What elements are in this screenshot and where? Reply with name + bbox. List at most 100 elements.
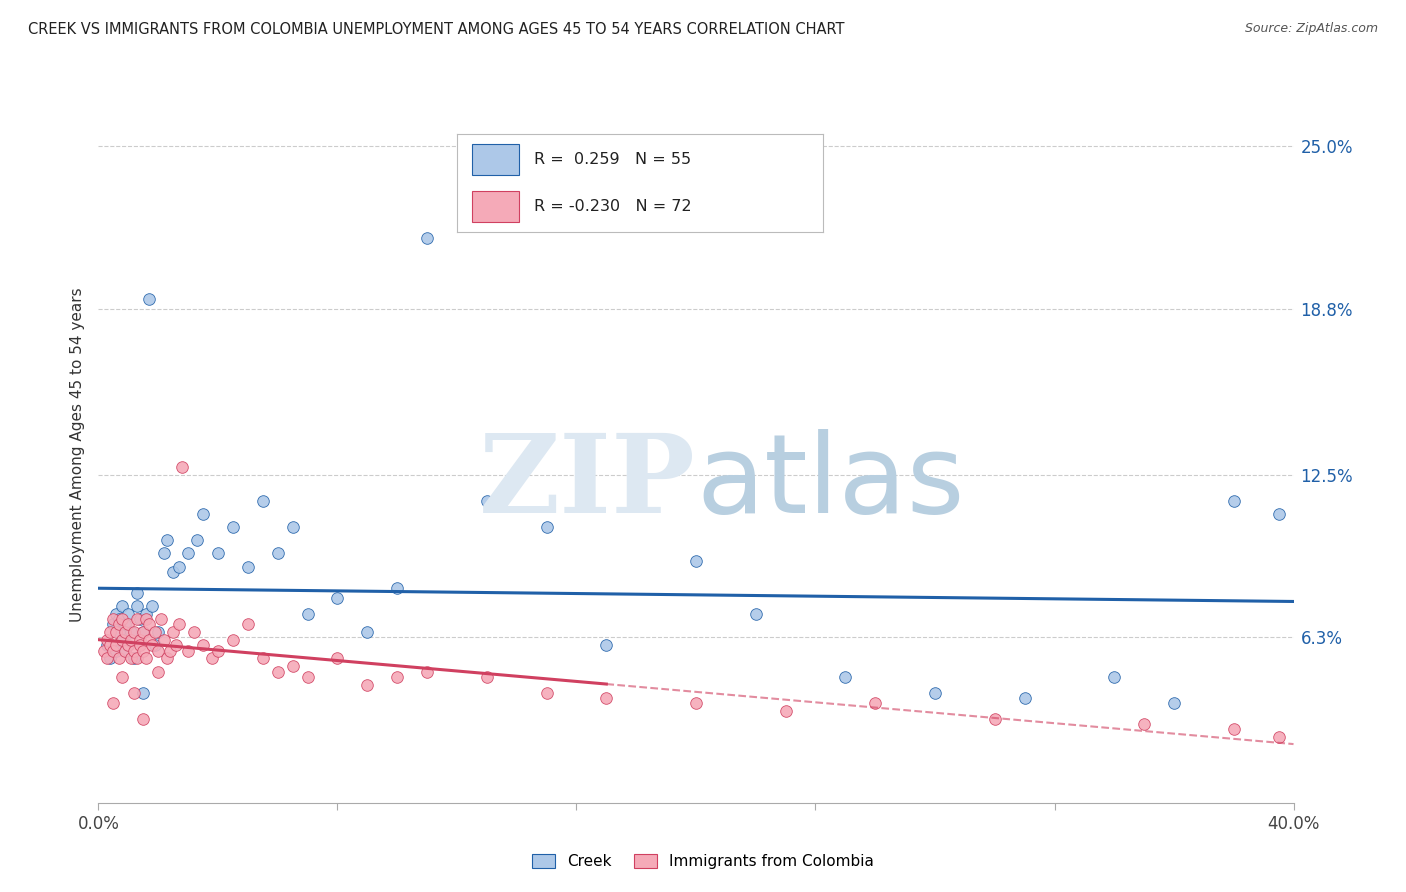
Point — [117, 607, 139, 621]
Point — [177, 546, 200, 560]
Point — [138, 633, 160, 648]
Point — [385, 670, 409, 684]
Point — [105, 625, 128, 640]
Point — [167, 617, 190, 632]
Point — [222, 633, 245, 648]
Point — [120, 625, 142, 640]
Point — [108, 612, 131, 626]
Bar — [471, 144, 519, 176]
Point — [1223, 723, 1246, 737]
Point — [105, 638, 128, 652]
Point — [111, 599, 134, 613]
Point — [135, 651, 157, 665]
Point — [148, 665, 170, 679]
Point — [356, 625, 378, 640]
Bar — [471, 191, 519, 222]
Point — [475, 494, 498, 508]
Point — [132, 685, 155, 699]
Point — [129, 612, 152, 626]
Text: R = -0.230   N = 72: R = -0.230 N = 72 — [534, 199, 692, 214]
Point — [685, 554, 707, 568]
Point — [326, 591, 349, 605]
Point — [93, 643, 115, 657]
Point — [96, 638, 118, 652]
Point — [135, 607, 157, 621]
Point — [191, 507, 214, 521]
Point — [356, 678, 378, 692]
Point — [105, 607, 128, 621]
Point — [984, 712, 1007, 726]
Point — [281, 520, 304, 534]
Point — [159, 643, 181, 657]
Point — [595, 638, 617, 652]
Point — [138, 617, 160, 632]
Point — [103, 617, 125, 632]
Point — [297, 670, 319, 684]
Point — [114, 625, 136, 640]
Point — [326, 651, 349, 665]
Point — [281, 659, 304, 673]
Point — [416, 231, 439, 245]
Point — [124, 625, 146, 640]
Point — [108, 625, 131, 640]
Point — [114, 643, 136, 657]
Text: ZIP: ZIP — [479, 429, 696, 536]
Point — [685, 696, 707, 710]
Point — [114, 617, 136, 632]
Point — [222, 520, 245, 534]
Point — [117, 638, 139, 652]
Point — [105, 643, 128, 657]
Point — [111, 612, 134, 626]
Point — [120, 651, 142, 665]
Point — [127, 599, 149, 613]
Point — [153, 546, 176, 560]
Point — [162, 625, 184, 640]
Point — [141, 638, 163, 652]
Legend: Creek, Immigrants from Colombia: Creek, Immigrants from Colombia — [526, 848, 880, 875]
Point — [536, 685, 558, 699]
Point — [124, 651, 146, 665]
Point — [111, 633, 134, 648]
Point — [138, 292, 160, 306]
Point — [117, 638, 139, 652]
Point — [1267, 730, 1289, 744]
Point — [1014, 690, 1036, 705]
Point — [865, 696, 887, 710]
Point — [129, 638, 152, 652]
Point — [156, 533, 179, 548]
Point — [96, 651, 118, 665]
Y-axis label: Unemployment Among Ages 45 to 54 years: Unemployment Among Ages 45 to 54 years — [69, 287, 84, 623]
Point — [135, 612, 157, 626]
Point — [103, 643, 125, 657]
Point — [183, 625, 205, 640]
Point — [96, 633, 118, 648]
Point — [132, 625, 155, 640]
Point — [103, 696, 125, 710]
Point — [127, 586, 149, 600]
Point — [177, 643, 200, 657]
Point — [162, 565, 184, 579]
Point — [745, 607, 768, 621]
Text: CREEK VS IMMIGRANTS FROM COLOMBIA UNEMPLOYMENT AMONG AGES 45 TO 54 YEARS CORRELA: CREEK VS IMMIGRANTS FROM COLOMBIA UNEMPL… — [28, 22, 845, 37]
Point — [108, 617, 131, 632]
Point — [172, 459, 194, 474]
Point — [124, 685, 146, 699]
Point — [148, 643, 170, 657]
Point — [129, 633, 152, 648]
Point — [297, 607, 319, 621]
Point — [132, 625, 155, 640]
Point — [153, 633, 176, 648]
Point — [236, 617, 259, 632]
Point — [267, 665, 290, 679]
Point — [132, 712, 155, 726]
Point — [100, 638, 122, 652]
Point — [775, 704, 797, 718]
Text: Source: ZipAtlas.com: Source: ZipAtlas.com — [1244, 22, 1378, 36]
Point — [150, 612, 173, 626]
Point — [108, 651, 131, 665]
Point — [111, 633, 134, 648]
Point — [120, 633, 142, 648]
Point — [1163, 696, 1185, 710]
Point — [127, 651, 149, 665]
Text: R =  0.259   N = 55: R = 0.259 N = 55 — [534, 153, 690, 167]
